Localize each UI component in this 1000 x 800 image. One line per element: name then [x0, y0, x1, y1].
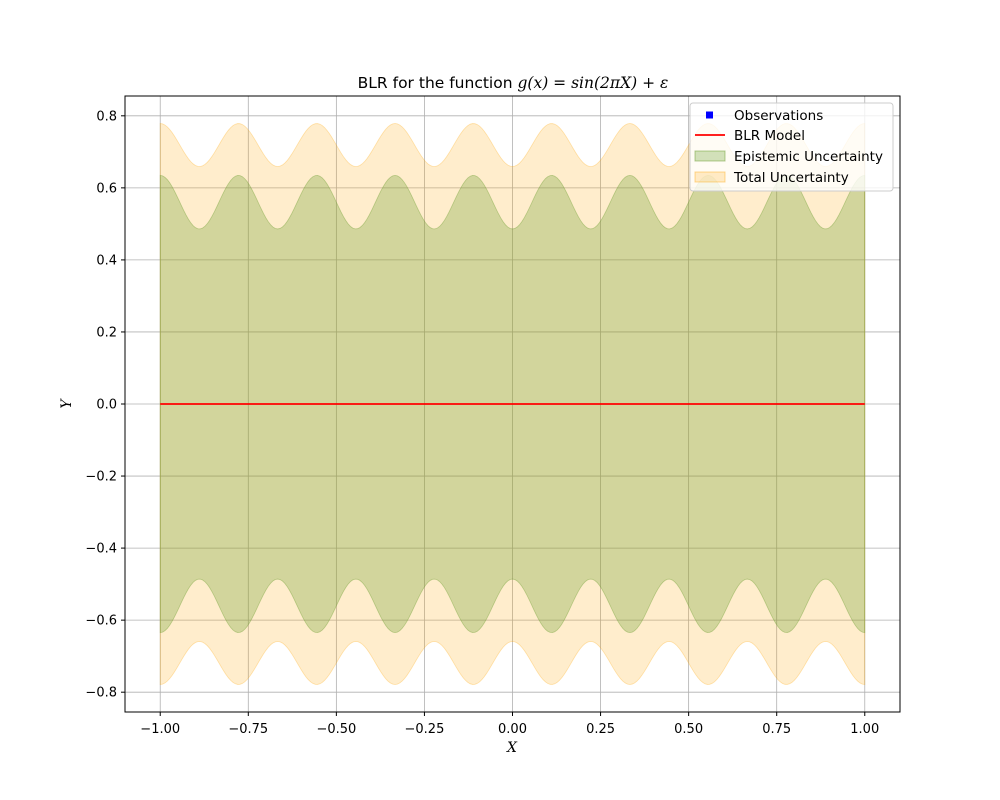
y-tick-label: 0.0 [96, 398, 117, 413]
legend-label-observations: Observations [734, 108, 823, 124]
chart-title-math: g(x) = sin(2πX) + ε [517, 74, 668, 92]
legend-box [689, 102, 894, 192]
chart-title: BLR for the function g(x) = sin(2πX) + ε [358, 74, 669, 92]
plot-area [125, 96, 900, 712]
y-axis-label: Y [59, 398, 75, 409]
x-tick-label: −1.00 [140, 722, 180, 737]
y-axis-ticks: −0.8 −0.6 −0.4 −0.2 0.0 0.2 0.4 0.6 0.8 [85, 109, 125, 701]
legend-label-total-uncertainty: Total Uncertainty [733, 170, 849, 186]
x-tick-label: 0.50 [674, 722, 703, 737]
y-tick-label: −0.4 [85, 542, 117, 557]
chart-title-prefix: BLR for the function [358, 74, 518, 92]
y-tick-label: −0.2 [85, 470, 117, 485]
x-tick-label: 0.75 [762, 722, 791, 737]
legend-swatch-total-uncertainty [694, 171, 726, 183]
y-tick-label: 0.8 [96, 109, 117, 124]
legend-label-epistemic-uncertainty: Epistemic Uncertainty [734, 149, 883, 165]
x-tick-label: 1.00 [850, 722, 879, 737]
x-tick-label: 0.00 [498, 722, 527, 737]
x-tick-label: 0.25 [586, 722, 615, 737]
legend-swatch-epistemic-uncertainty [694, 150, 726, 162]
x-tick-label: −0.25 [405, 722, 445, 737]
legend-label-blr-model: BLR Model [734, 128, 805, 144]
x-axis-ticks: −1.00 −0.75 −0.50 −0.25 0.00 0.25 0.50 0.75 1.00 [140, 712, 879, 737]
y-tick-label: −0.8 [85, 686, 117, 701]
legend: Observations BLR Model Epistemic Uncertain… [689, 102, 894, 192]
y-tick-label: 0.6 [96, 181, 117, 196]
y-tick-label: 0.4 [96, 253, 117, 268]
x-tick-label: −0.75 [228, 722, 268, 737]
x-tick-label: −0.50 [316, 722, 356, 737]
x-axis-label: X [506, 740, 518, 756]
y-tick-label: −0.6 [85, 614, 117, 629]
legend-swatch-observations [706, 111, 713, 119]
y-tick-label: 0.2 [96, 325, 117, 340]
